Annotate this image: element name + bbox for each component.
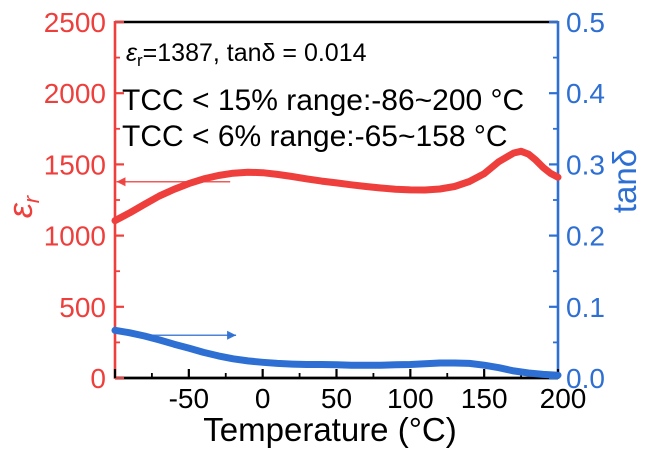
left-tick-label: 0 bbox=[90, 363, 106, 394]
right-tick-label: 0.5 bbox=[566, 7, 605, 38]
tan-delta-axis-arrow-head bbox=[227, 330, 237, 340]
left-tick-label: 2000 bbox=[44, 78, 106, 109]
x-tick-label: 100 bbox=[387, 383, 434, 414]
x-tick-label: -50 bbox=[169, 383, 209, 414]
x-tick-label: 0 bbox=[255, 383, 271, 414]
right-tick-label: 0.2 bbox=[566, 221, 605, 252]
left-tick-label: 500 bbox=[59, 292, 106, 323]
right-tick-label: 0.0 bbox=[566, 363, 605, 394]
epsilon-r-curve bbox=[111, 147, 562, 225]
x-tick-label: 200 bbox=[540, 383, 587, 414]
right-tick-label: 0.4 bbox=[566, 78, 605, 109]
annotation-line-1: εr=1387, tanδ = 0.014 bbox=[126, 39, 367, 70]
left-tick-label: 1500 bbox=[44, 149, 106, 180]
annotation-line-3: TCC < 6% range:-65~158 °C bbox=[122, 120, 508, 153]
right-axis-title: tanδ bbox=[606, 149, 643, 213]
epsilon-axis-arrow-head bbox=[116, 177, 126, 187]
right-tick-label: 0.1 bbox=[566, 292, 605, 323]
x-tick-label: 50 bbox=[321, 383, 352, 414]
left-tick-label: 1000 bbox=[44, 221, 106, 252]
left-tick-label: 2500 bbox=[44, 7, 106, 38]
x-axis-title: Temperature (°C) bbox=[203, 411, 456, 448]
x-tick-label: 150 bbox=[461, 383, 508, 414]
right-tick-label: 0.3 bbox=[566, 149, 605, 180]
annotation-line-2: TCC < 15% range:-86~200 °C bbox=[122, 84, 524, 117]
tan-delta-curve bbox=[111, 326, 562, 379]
left-axis-title: εr bbox=[2, 194, 44, 218]
